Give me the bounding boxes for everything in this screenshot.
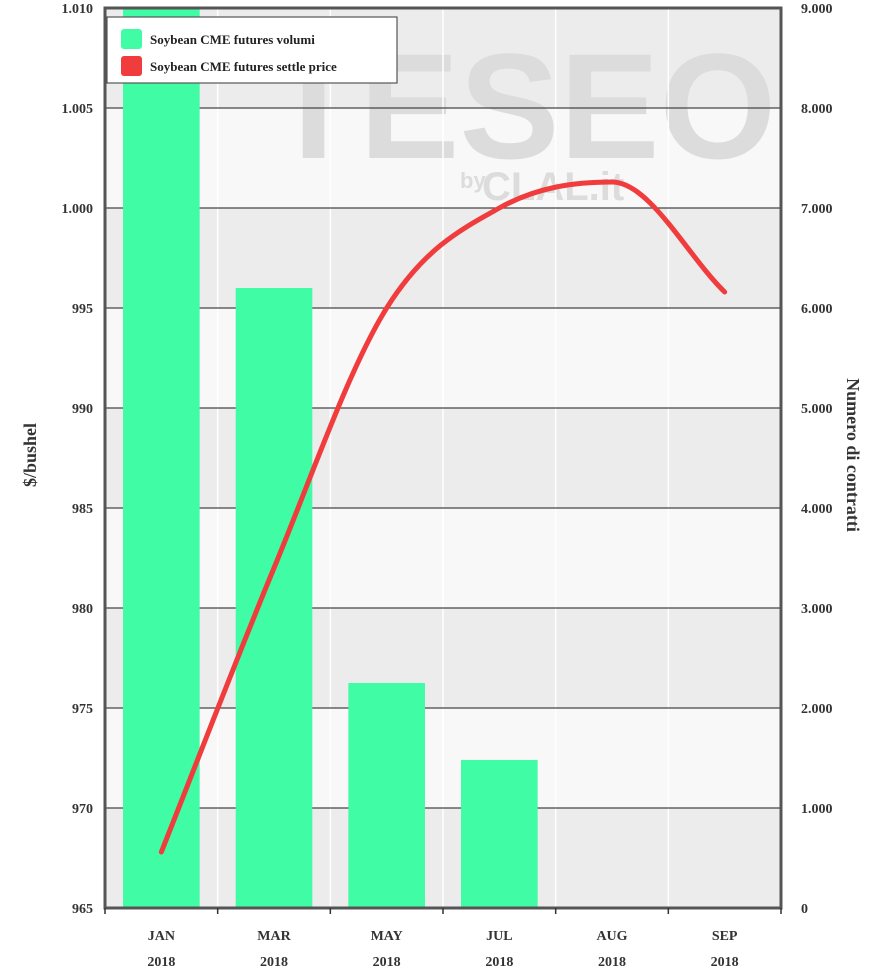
y-right-tick-label: 5.000	[801, 402, 833, 417]
y-left-tick-label: 975	[72, 702, 93, 717]
y-left-tick-label: 1.000	[62, 202, 94, 217]
y-left-tick-label: 985	[72, 502, 93, 517]
price-line	[158, 179, 728, 855]
y-right-tick-label: 0	[801, 902, 808, 917]
legend-box	[106, 16, 398, 84]
x-tick-label-line: JAN	[148, 929, 175, 944]
y-right-tick-label: 2.000	[801, 702, 833, 717]
x-tick-label-line: 2018	[260, 955, 288, 970]
x-tick-label: JUL 2018	[485, 929, 513, 970]
x-axis-ticks: JAN 2018 MAR 2018 MAY 2018 JUL 2018 AUG 2018 SEP 20…	[104, 908, 782, 970]
x-tick-label-line: 2018	[485, 955, 513, 970]
x-tick-label-line: MAR	[257, 929, 291, 944]
x-tick-label-line: 2018	[373, 955, 401, 970]
y-right-tick-label: 9.000	[801, 2, 833, 17]
volume-bar	[235, 288, 313, 908]
legend-label-settle-price: Soybean CME futures settle price	[150, 59, 337, 74]
x-tick-label: MAR 2018	[257, 929, 291, 970]
y-right-tick-label: 3.000	[801, 602, 833, 617]
y-axis-left-title: $/bushel	[20, 423, 40, 487]
y-right-tick-label: 6.000	[801, 302, 833, 317]
x-tick-label: AUG 2018	[596, 929, 627, 970]
x-tick-label-line: 2018	[147, 955, 175, 970]
x-tick-label-line: 2018	[711, 955, 739, 970]
y-right-tick-label: 1.000	[801, 802, 833, 817]
y-axis-left: 965 970 975 980 985 990 995 1.000 1.005 1.010	[62, 2, 94, 917]
watermark-by: by	[460, 168, 486, 193]
legend-label-volumi: Soybean CME futures volumi	[150, 32, 315, 47]
x-tick-label-line: MAY	[371, 929, 403, 944]
y-right-tick-label: 8.000	[801, 102, 833, 117]
volume-bar	[348, 683, 425, 908]
volume-bars	[123, 8, 538, 908]
x-tick-label-line: JUL	[486, 929, 512, 944]
y-left-tick-label: 990	[72, 402, 93, 417]
x-tick-label-line: 2018	[598, 955, 626, 970]
y-left-tick-label: 980	[72, 602, 93, 617]
x-tick-label-line: AUG	[596, 929, 627, 944]
volume-bar	[461, 760, 538, 908]
legend: Soybean CME futures volumi Soybean CME f…	[106, 16, 398, 84]
legend-swatch-volumi	[121, 29, 142, 49]
settle-price-line	[158, 179, 728, 855]
legend-swatch-settle-price	[121, 56, 142, 76]
gridlines	[105, 8, 781, 908]
x-tick-label: MAY 2018	[371, 929, 403, 970]
y-axis-right-title: Numero di contratti	[843, 378, 863, 532]
y-left-tick-label: 965	[72, 902, 93, 917]
y-left-tick-label: 1.010	[62, 2, 94, 17]
y-right-tick-label: 4.000	[801, 502, 833, 517]
x-tick-label: SEP 2018	[711, 929, 739, 970]
volume-bar	[123, 8, 200, 908]
y-right-tick-label: 7.000	[801, 202, 833, 217]
x-tick-label-line: SEP	[712, 929, 738, 944]
y-left-tick-label: 1.005	[62, 102, 94, 117]
y-axis-right: 0 1.000 2.000 3.000 4.000 5.000 6.000 7.000 8.00…	[801, 2, 833, 917]
x-tick-label: JAN 2018	[147, 929, 175, 970]
y-left-tick-label: 995	[72, 302, 93, 317]
y-left-tick-label: 970	[72, 802, 93, 817]
